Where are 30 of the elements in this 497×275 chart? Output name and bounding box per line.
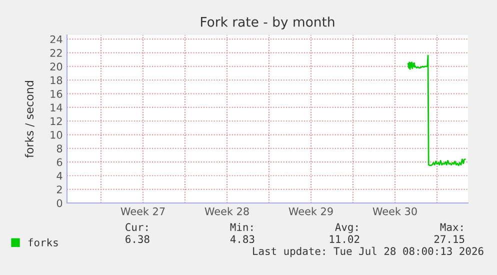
- y-tick-label: 0: [56, 199, 62, 208]
- text: 27.15: [434, 235, 464, 244]
- y-tick-label: 16: [50, 90, 62, 98]
- text: 4.83: [230, 235, 254, 244]
- y-tick-label: 20: [50, 62, 62, 71]
- line-series: [408, 54, 466, 166]
- text: 6.38: [126, 235, 150, 244]
- y-tick-label: 2: [56, 186, 62, 194]
- text: Avg:: [335, 223, 358, 234]
- y-axis-title: forks / second: [24, 81, 34, 158]
- text: Last update: Tue Jul 28 08:00:13 2026: [253, 246, 484, 258]
- x-tick-label: Week 28: [204, 207, 249, 216]
- text: Max:: [440, 223, 462, 232]
- y-tick-label: 14: [50, 104, 62, 112]
- x-tick-label: Week 27: [120, 207, 165, 216]
- text: Cur:: [126, 223, 148, 232]
- y-tick-label: 12: [50, 117, 62, 126]
- y-tick-label: 22: [50, 48, 62, 57]
- y-tick-label: 8: [56, 144, 62, 152]
- x-tick-label: Week 30: [372, 207, 417, 216]
- chart-title: Fork rate - by month: [201, 16, 334, 30]
- y-tick-label: 6: [56, 158, 62, 166]
- y-tick-label: 4: [56, 172, 62, 180]
- y-tick-label: 24: [50, 35, 62, 44]
- text: Min:: [230, 222, 252, 231]
- y-tick-label: 10: [50, 130, 62, 139]
- legend-label: forks: [28, 238, 58, 246]
- text: 11.02: [330, 235, 360, 244]
- x-tick-label: Week 29: [288, 207, 333, 216]
- y-tick-label: 18: [50, 76, 62, 84]
